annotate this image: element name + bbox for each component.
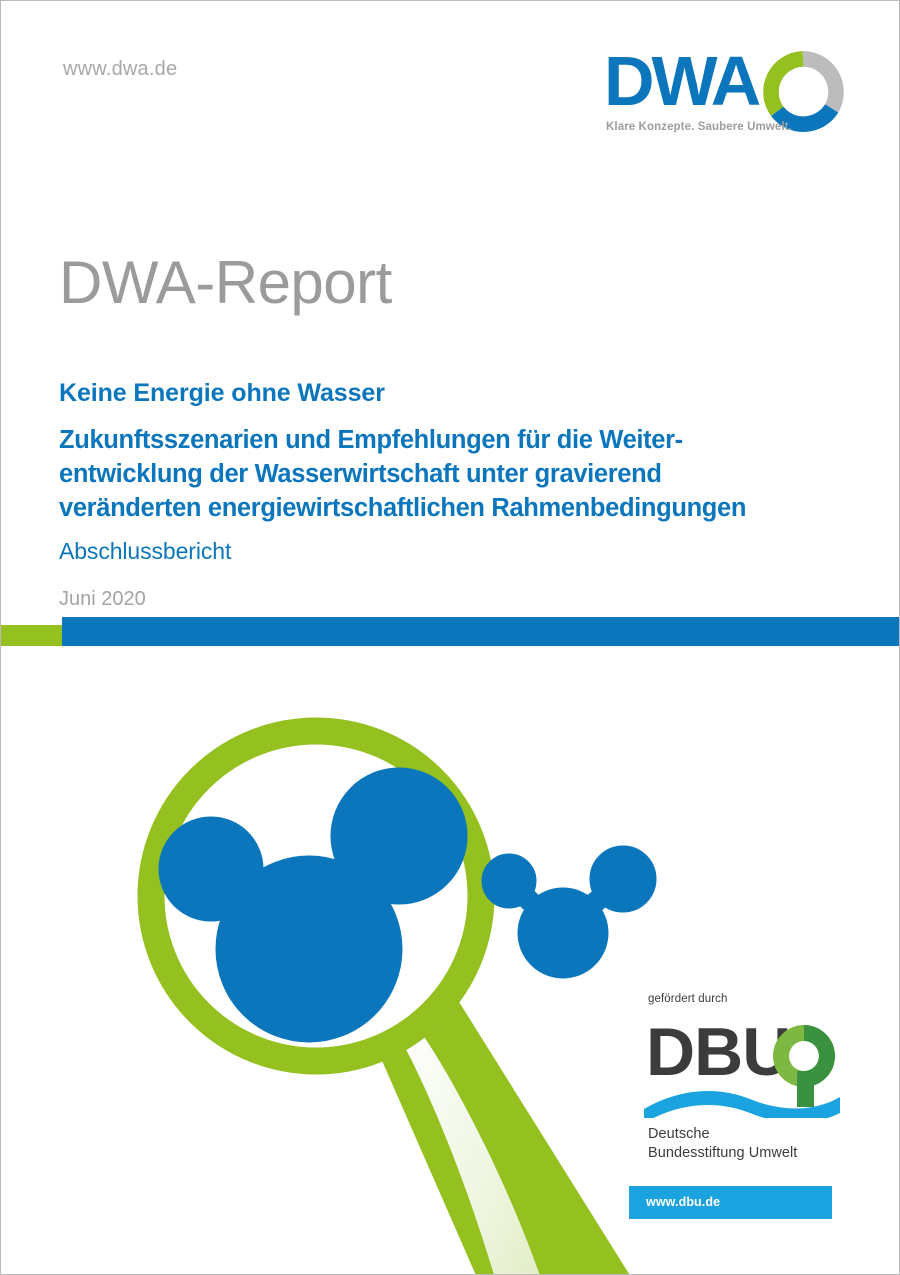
divider-bar-blue: [62, 617, 899, 646]
dbu-url-bar[interactable]: www.dbu.de: [629, 1186, 832, 1219]
dbu-name-line-2: Bundesstiftung Umwelt: [648, 1145, 798, 1162]
svg-text:DWA: DWA: [604, 49, 760, 115]
magnifier-molecule-graphic: [137, 717, 657, 1274]
dbu-mark-icon: DBU: [644, 1014, 840, 1118]
page-title: Keine Energie ohne Wasser: [59, 379, 385, 407]
magnifier-handle-icon: [369, 973, 630, 1274]
divider-bar-green: [1, 625, 62, 646]
svg-text:DBU: DBU: [646, 1014, 790, 1090]
dbu-sponsor-logo: gefördert durch DBU Deutsche Bundesstift…: [629, 993, 857, 1225]
title-block: Keine Energie ohne Wasser Zukunftsszenar…: [59, 377, 869, 611]
publication-date: Juni 2020: [59, 588, 146, 611]
subtitle-line-2: entwicklung der Wasserwirtschaft unter g…: [59, 460, 662, 489]
dbu-url-text: www.dbu.de: [646, 1195, 721, 1209]
report-type-label: Abschlussbericht: [59, 538, 232, 565]
secondary-molecule-icon: [481, 845, 657, 979]
water-molecule-icon: [158, 767, 468, 1043]
dbu-name-line-1: Deutsche: [648, 1126, 710, 1142]
dwa-wordmark-icon: DWA: [604, 49, 763, 115]
page-subtitle: Zukunftsszenarien und Empfehlungen für d…: [59, 423, 869, 525]
page-kicker: DWA-Report: [59, 249, 392, 316]
subtitle-line-3: veränderten energiewirtschaftlichen Rahm…: [59, 494, 747, 523]
dwa-logo: DWA Klare Konzepte. Saubere Umwelt.: [604, 49, 844, 145]
dbu-name: Deutsche Bundesstiftung Umwelt: [648, 1125, 797, 1164]
site-url-text: www.dwa.de: [63, 58, 178, 80]
subtitle-line-1: Zukunftsszenarien und Empfehlungen für d…: [59, 426, 683, 454]
dwa-ring-icon: [763, 51, 844, 132]
dwa-tagline: Klare Konzepte. Saubere Umwelt.: [606, 121, 792, 133]
dbu-q-symbol-icon: [772, 1025, 836, 1107]
funded-by-label: gefördert durch: [648, 993, 728, 1005]
dbu-wave-icon: [644, 1091, 840, 1118]
magnifier-lens-ring-icon: [137, 717, 495, 1075]
